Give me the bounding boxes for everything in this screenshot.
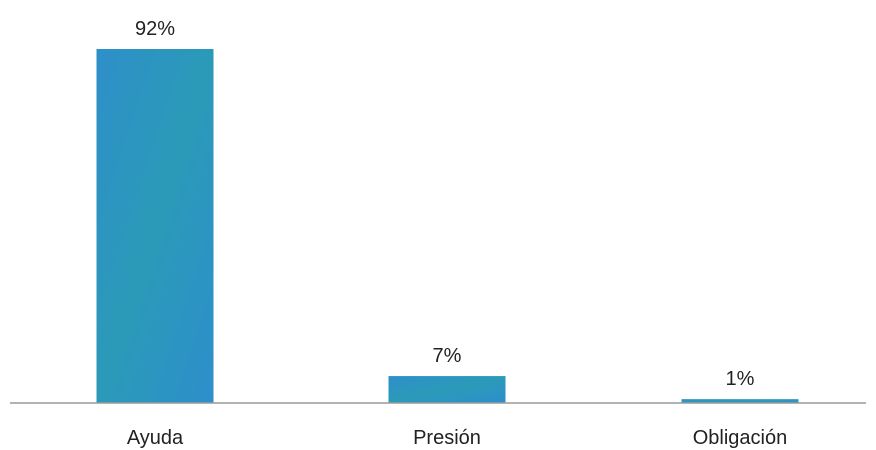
category-label-1: Ayuda [127, 427, 184, 449]
bars-layer [96, 49, 799, 403]
category-label-3: Obligación [693, 427, 788, 449]
data-label-1: 92% [135, 18, 175, 40]
bar-2 [388, 376, 506, 403]
category-label-2: Presión [413, 427, 481, 449]
data-label-3: 1% [726, 368, 755, 390]
labels-layer: 92% Ayuda 7% Presión 1% Obligación [127, 18, 787, 449]
bar-1 [96, 49, 214, 403]
data-label-2: 7% [433, 345, 462, 367]
bar-3 [681, 399, 799, 403]
